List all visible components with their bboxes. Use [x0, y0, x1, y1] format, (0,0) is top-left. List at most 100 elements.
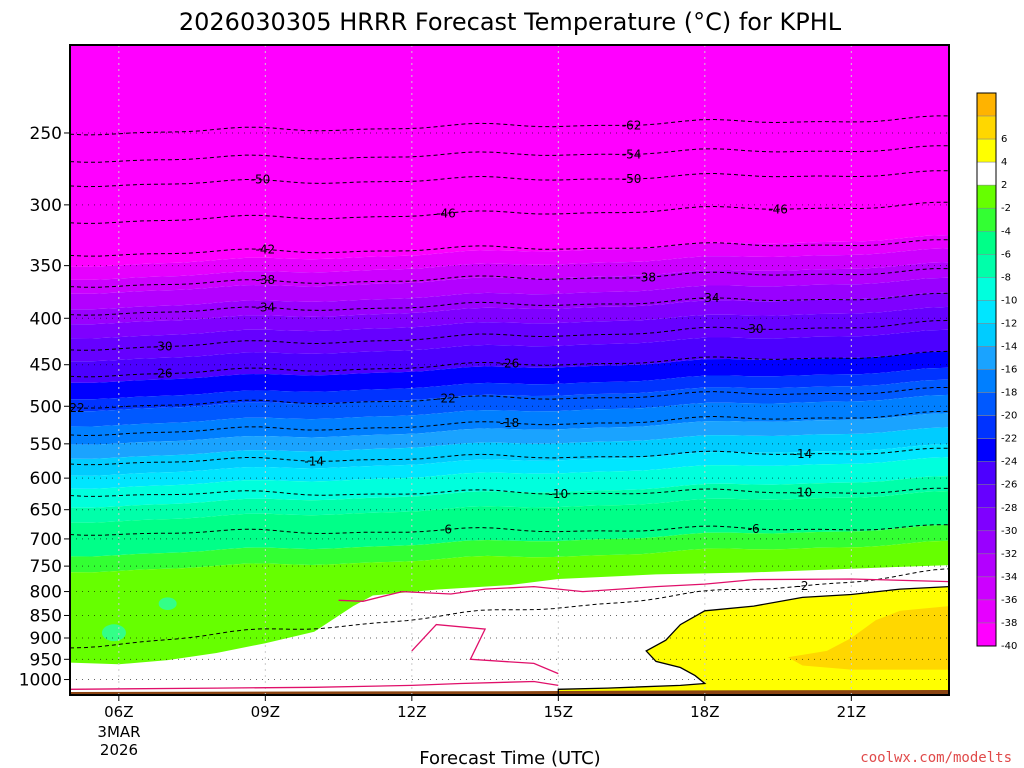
- temp-layer-3: [70, 262, 949, 310]
- x-tick-label-06Z: 06Z: [104, 703, 133, 721]
- colorbar-swatch--24: [976, 438, 997, 462]
- colorbar-label-6: 6: [1001, 134, 1007, 145]
- colorbar-label--18: -18: [1001, 388, 1017, 399]
- zero-degree-lines: [70, 578, 949, 695]
- y-tick-label-750: 750: [30, 557, 62, 577]
- colorbar-label--28: -28: [1001, 503, 1017, 514]
- isotherm-label--10: -10: [793, 486, 813, 500]
- y-tick-label-550: 550: [30, 435, 62, 455]
- x-date-year: 2026: [100, 741, 138, 759]
- colorbar-label--34: -34: [1001, 572, 1017, 583]
- isotherm-label--22: -22: [436, 391, 456, 405]
- isotherm-lines: [70, 115, 949, 649]
- isotherm-label--22: -22: [65, 401, 85, 415]
- isotherm-label--34: -34: [700, 291, 720, 305]
- y-tick-label-850: 850: [30, 606, 62, 626]
- y-axis-ticks: 250 300 350 400 450 500 550 600 650 700 750 800 850 9…: [19, 124, 70, 691]
- colorbar-label--20: -20: [1001, 411, 1017, 422]
- colorbar-swatch--30: [976, 507, 997, 532]
- colorbar-swatch--4: [976, 207, 997, 232]
- colorbar-label--32: -32: [1001, 549, 1017, 560]
- isotherm-label--38: -38: [636, 270, 656, 284]
- isotherm-label--14: -14: [304, 454, 324, 468]
- zero-line-pocket: [411, 623, 559, 675]
- y-tick-label-450: 450: [30, 356, 62, 376]
- temp-layer-16: [70, 476, 949, 523]
- isotherm-label--50: -50: [622, 172, 642, 186]
- x-axis-label: Forecast Time (UTC): [419, 748, 600, 768]
- isotherm-labels: -62 -54 -50 -50 -46 -46 -42 -38 -38 -34 -34 -30 -30 -…: [65, 118, 813, 593]
- isotherm-4c-solid: [557, 585, 949, 695]
- plot-border: [69, 44, 950, 696]
- isotherm-label--38: -38: [256, 273, 276, 287]
- colorbar-swatch--16: [976, 346, 997, 370]
- colorbar-label--38: -38: [1001, 618, 1017, 629]
- isotherm-label--26: -26: [500, 357, 520, 371]
- isotherm-label--18: -18: [500, 416, 520, 430]
- colorbar-label--24: -24: [1001, 457, 1017, 468]
- colorbar-swatch--8: [976, 254, 997, 278]
- isotherm-label--34: -34: [256, 300, 276, 314]
- temp-layer-5: [70, 292, 949, 339]
- temp-layer-4: [70, 277, 949, 325]
- credit-link[interactable]: coolwx.com/modelts: [860, 750, 1012, 766]
- colorbar-label--26: -26: [1001, 480, 1017, 491]
- y-tick-label-250: 250: [30, 124, 62, 144]
- colorbar-swatch-top: [976, 92, 997, 117]
- y-tick-label-800: 800: [30, 583, 62, 603]
- colorbar-label--2: -2: [1001, 203, 1011, 214]
- temp-layer-17: [70, 491, 949, 557]
- colorbar-legend: 6 4 2 -2 -4 -6 -8 -10 -12 -14 -16 -18 -20 -22 -24 -26 -2…: [976, 92, 1017, 652]
- temp-layer-2: [70, 248, 949, 294]
- temp-layer-11: [70, 394, 949, 445]
- colorbar-label--10: -10: [1001, 295, 1017, 306]
- colorbar-swatch--2: [976, 184, 997, 209]
- colorbar-label--36: -36: [1001, 595, 1017, 606]
- temp-layer-13: [70, 427, 949, 476]
- x-tick-label-09Z: 09Z: [251, 703, 280, 721]
- colorbar-label--8: -8: [1001, 272, 1011, 283]
- isotherm-label--2: -2: [797, 579, 809, 593]
- temp-layer-1: [70, 235, 949, 280]
- temp-layer-0: [70, 45, 949, 267]
- isotherm-label--46: -46: [436, 206, 456, 220]
- colorbar-label--6: -6: [1001, 249, 1011, 260]
- temperature-fill-layers: [70, 45, 949, 695]
- colorbar-border: [976, 92, 997, 647]
- colorbar-swatch--26: [976, 461, 997, 485]
- colorbar-swatch--28: [976, 484, 997, 509]
- y-tick-label-350: 350: [30, 257, 62, 277]
- isotherm-label--30: -30: [153, 340, 173, 354]
- colorbar-label--4: -4: [1001, 226, 1011, 237]
- y-tick-label-700: 700: [30, 530, 62, 550]
- isotherm-label--6: -6: [748, 522, 760, 536]
- y-tick-label-300: 300: [30, 196, 62, 216]
- y-tick-label-500: 500: [30, 397, 62, 417]
- temp-layer-9: [70, 367, 949, 412]
- plot-area: -62 -54 -50 -50 -46 -46 -42 -38 -38 -34 -34 -30 -30 -…: [65, 45, 949, 695]
- colorbar-swatch--14: [976, 323, 997, 347]
- temp-layer-12: [70, 413, 949, 459]
- x-date-month: 3MAR: [97, 723, 140, 741]
- y-tick-label-900: 900: [30, 629, 62, 649]
- temp-layer-10: [70, 379, 949, 427]
- colorbar-label--16: -16: [1001, 365, 1017, 376]
- colorbar-label--40: -40: [1001, 641, 1017, 652]
- isotherm-label--10: -10: [549, 487, 569, 501]
- colorbar-swatch--20: [976, 392, 997, 416]
- isotherm--2: [70, 568, 949, 649]
- colorbar-swatch--10: [976, 277, 997, 301]
- y-tick-label-400: 400: [30, 309, 62, 329]
- colorbar-label--12: -12: [1001, 318, 1017, 329]
- x-tick-label-18Z: 18Z: [690, 703, 719, 721]
- colorbar-label--22: -22: [1001, 434, 1017, 445]
- temp-layer-6: [70, 306, 949, 362]
- y-tick-label-650: 650: [30, 501, 62, 521]
- isotherm-label--6: -6: [440, 523, 452, 537]
- isotherm-label--30: -30: [744, 322, 764, 336]
- colorbar-label-2: 2: [1001, 180, 1007, 191]
- colorbar-swatch--40: [976, 622, 997, 647]
- chart-title: 2026030305 HRRR Forecast Temperature (°C…: [179, 8, 842, 36]
- x-tick-label-21Z: 21Z: [837, 703, 866, 721]
